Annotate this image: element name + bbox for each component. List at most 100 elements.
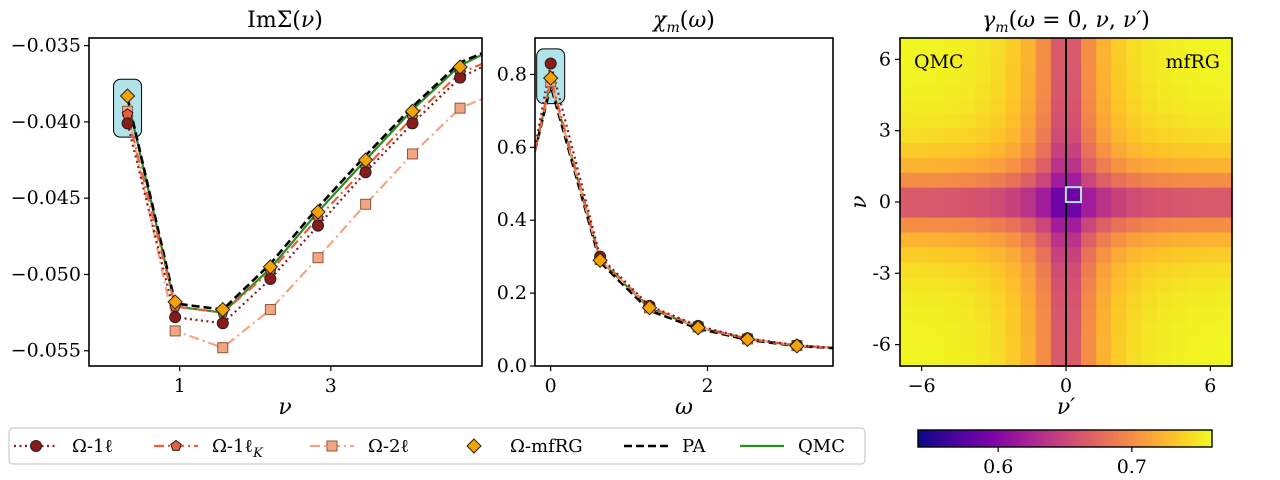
p1-marker-3-6 xyxy=(404,103,421,119)
heatmap-cell xyxy=(1081,336,1097,352)
heatmap-cell xyxy=(914,246,931,263)
heatmap-cell xyxy=(1066,261,1082,278)
p1-marker-0-0 xyxy=(121,117,134,130)
heatmap-cell xyxy=(1201,261,1218,278)
heatmap-cell xyxy=(1111,112,1128,128)
heatmap-cell xyxy=(899,202,916,218)
heatmap-cell xyxy=(1141,231,1158,248)
heatmap-cell xyxy=(945,216,961,233)
heatmap-cell xyxy=(1141,67,1158,84)
colorbar-segment xyxy=(1035,430,1039,447)
heatmap-cell xyxy=(1035,142,1052,158)
panel3-ylabel: ν xyxy=(847,195,872,208)
colorbar-segment xyxy=(1071,430,1075,447)
heatmap-cell xyxy=(1066,52,1082,69)
heatmap-cell xyxy=(1111,276,1128,293)
heatmap-cell xyxy=(1066,157,1082,173)
heatmap-cell xyxy=(1126,261,1143,278)
heatmap-cell xyxy=(1081,187,1097,203)
heatmap-cell xyxy=(1217,37,1233,54)
heatmap-cell xyxy=(1126,112,1143,128)
heatmap-cell xyxy=(1020,276,1037,293)
heatmap-cell xyxy=(990,291,1007,308)
colorbar-segment xyxy=(945,430,949,447)
p2-marker-3-0 xyxy=(542,70,559,86)
heatmap-cell xyxy=(1217,142,1233,158)
heatmap-cell xyxy=(990,246,1007,263)
p3-ytick-label: -6 xyxy=(872,334,891,356)
heatmap-cell xyxy=(1066,306,1082,323)
heatmap-cell xyxy=(1126,97,1143,114)
colorbar-segment xyxy=(984,430,988,447)
heatmap-cell xyxy=(1156,187,1173,203)
heatmap-cell xyxy=(930,127,946,143)
heatmap-cell xyxy=(1005,112,1022,128)
colorbar-segment xyxy=(1206,430,1210,447)
panel3-xlabel: ν′ xyxy=(1057,395,1075,420)
heatmap-cell xyxy=(945,261,961,278)
heatmap-cell xyxy=(1096,276,1112,293)
heatmap-cell xyxy=(990,97,1007,114)
heatmap-cell xyxy=(1156,351,1173,367)
heatmap-cell xyxy=(1186,67,1203,84)
colorbar-segment xyxy=(1140,430,1144,447)
heatmap-cell xyxy=(1201,157,1218,173)
heatmap-cell xyxy=(1141,321,1158,337)
heatmap-cell xyxy=(1156,246,1173,263)
colorbar-frame xyxy=(917,429,1213,448)
heatmap-cell xyxy=(1217,276,1233,293)
heatmap-cell xyxy=(1156,321,1173,337)
heatmap-cell xyxy=(1156,202,1173,218)
p2-marker-3-1 xyxy=(592,252,608,269)
colorbar-segment xyxy=(993,430,997,447)
heatmap-cell xyxy=(1141,202,1158,218)
heatmap-cell xyxy=(1096,82,1112,99)
colorbar-segment xyxy=(1173,430,1177,447)
heatmap-cell xyxy=(990,172,1007,188)
heatmap-cell xyxy=(1186,216,1203,233)
heatmap-cell xyxy=(930,67,946,84)
heatmap-cell xyxy=(1171,336,1188,352)
legend-label-3: Ω-mfRG xyxy=(510,436,583,457)
panel2-frame xyxy=(534,37,834,367)
colorbar-segment xyxy=(1158,430,1162,447)
heatmap-cell xyxy=(1096,291,1112,308)
colorbar-segment xyxy=(1128,430,1132,447)
colorbar-segment xyxy=(990,430,994,447)
p1-marker-3-1 xyxy=(167,294,183,310)
colorbar-segment xyxy=(978,430,982,447)
heatmap-cell xyxy=(1126,216,1143,233)
heatmap-cell xyxy=(1096,306,1112,323)
heatmap-cell xyxy=(990,351,1007,367)
colorbar-segment xyxy=(999,430,1003,447)
heatmap-cell xyxy=(960,231,976,248)
heatmap-cell xyxy=(1081,127,1097,143)
colorbar: 0.6 0.7 xyxy=(917,429,1213,478)
colorbar-segment xyxy=(1056,430,1060,447)
heatmap-cell xyxy=(899,231,916,248)
heatmap-cell xyxy=(899,321,916,337)
heatmap-cell xyxy=(1171,157,1188,173)
heatmap-cell xyxy=(1035,127,1052,143)
heatmap-cell xyxy=(899,291,916,308)
heatmap-cell xyxy=(1171,187,1188,203)
panel3-title: γm(ω = 0, ν, ν′) xyxy=(982,8,1150,36)
heatmap-cell xyxy=(1050,321,1067,337)
heatmap-cell xyxy=(1141,351,1158,367)
heatmap-cell xyxy=(945,321,961,337)
heatmap-cell xyxy=(1171,291,1188,308)
heatmap-cell xyxy=(960,82,976,99)
p1-marker-0-2 xyxy=(216,317,229,330)
heatmap-cell xyxy=(1156,82,1173,99)
heatmap-cell xyxy=(1111,157,1128,173)
heatmap-cell xyxy=(1081,112,1097,128)
heatmap-cell xyxy=(914,187,931,203)
heatmap-cell xyxy=(1141,306,1158,323)
p1-marker-2-5 xyxy=(360,198,372,210)
p1-marker-3-0 xyxy=(119,88,136,104)
heatmap-cell xyxy=(1126,127,1143,143)
p1-marker-2-2 xyxy=(217,342,229,354)
heatmap-cell xyxy=(1081,202,1097,218)
heatmap-cell xyxy=(1201,127,1218,143)
heatmap-cell xyxy=(899,127,916,143)
